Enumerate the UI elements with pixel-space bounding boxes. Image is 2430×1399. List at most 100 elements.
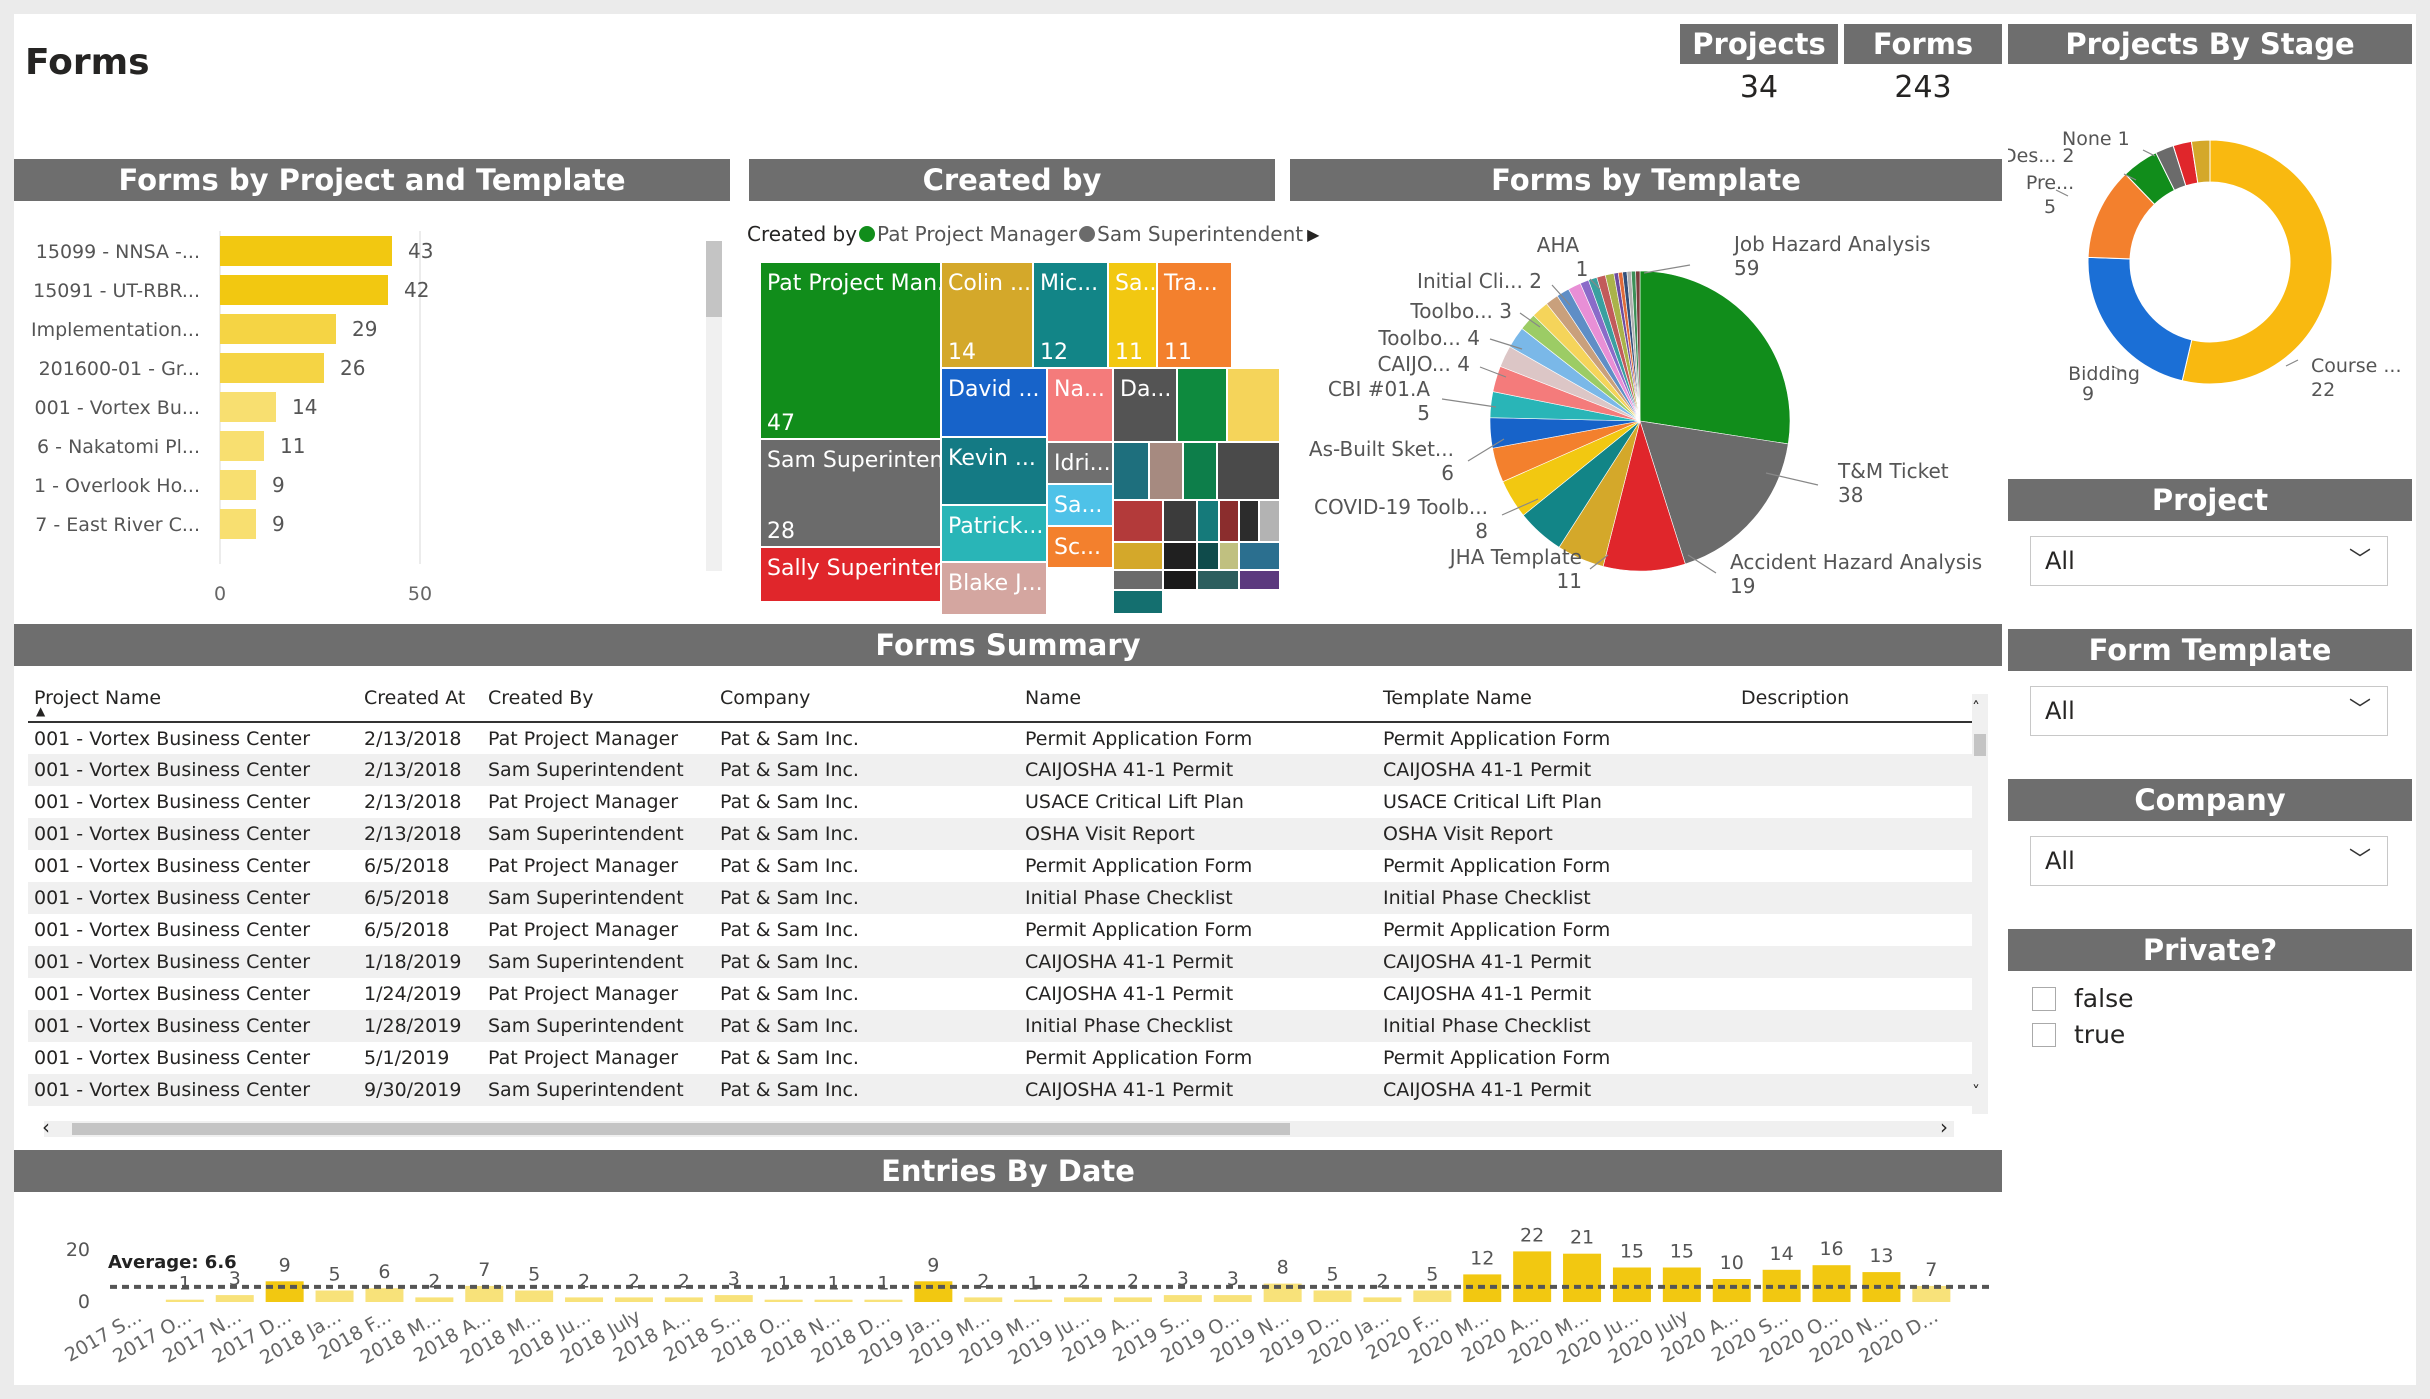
- checkbox[interactable]: [2032, 1022, 2056, 1047]
- scroll-down-icon[interactable]: ˅: [1972, 1082, 1980, 1101]
- entries-data-label: 14: [1770, 1243, 1794, 1265]
- column-header-company[interactable]: Company: [714, 674, 1019, 723]
- table-vertical-scroll-thumb[interactable]: [1974, 734, 1986, 756]
- category-label: 201600-01 - Gr...: [39, 358, 200, 380]
- treemap-cell[interactable]: [1197, 500, 1219, 542]
- treemap-cell[interactable]: [1197, 542, 1219, 570]
- table-row[interactable]: 001 - Vortex Business Center 1/18/2019 Sam…: [28, 946, 1982, 978]
- pie-slice: [1639, 420, 1789, 565]
- treemap-cell[interactable]: Sa... 11: [1108, 262, 1157, 368]
- entries-data-label: 22: [1520, 1224, 1544, 1246]
- scroll-right-icon[interactable]: ›: [1940, 1115, 1948, 1139]
- treemap-cell[interactable]: Sam Superinten... 28: [760, 439, 941, 547]
- table-row[interactable]: 001 - Vortex Business Center 1/24/2019 Pat…: [28, 978, 1982, 1010]
- treemap-cell[interactable]: [1113, 570, 1163, 590]
- treemap-cell[interactable]: [1149, 442, 1183, 500]
- entries-data-label: 2: [1127, 1270, 1139, 1292]
- pie-label-text: Toolbo...: [1377, 326, 1461, 350]
- table-row[interactable]: 001 - Vortex Business Center 6/5/2018 Pat …: [28, 914, 1982, 946]
- column-header-created-by[interactable]: Created By: [482, 674, 714, 723]
- table-horizontal-scroll-thumb[interactable]: [72, 1123, 1290, 1135]
- treemap-cell[interactable]: [1239, 570, 1280, 590]
- treemap-cell[interactable]: Blake J...: [941, 562, 1047, 615]
- leader-line: [2055, 189, 2069, 197]
- treemap-cell[interactable]: Sc...: [1047, 526, 1113, 568]
- pie-label-text: T&M Ticket: [1837, 459, 1949, 483]
- legend-item-sam[interactable]: Sam Superintendent: [1097, 222, 1304, 246]
- treemap-cell-label: Sam Superinten...: [767, 448, 940, 473]
- treemap-cell[interactable]: Patrick...: [941, 505, 1047, 562]
- treemap-cell[interactable]: Sa...: [1047, 484, 1113, 526]
- table-row[interactable]: 001 - Vortex Business Center 1/28/2019 Sam…: [28, 1010, 1982, 1042]
- treemap-cell[interactable]: [1183, 442, 1217, 500]
- treemap-cell[interactable]: [1219, 500, 1239, 542]
- treemap-cell[interactable]: [1113, 500, 1163, 542]
- treemap-cell[interactable]: [1239, 542, 1280, 570]
- cell-created-by: Pat Project Manager: [488, 919, 679, 941]
- column-header-description[interactable]: Description: [1735, 674, 1982, 723]
- column-header-name[interactable]: Name: [1019, 674, 1377, 723]
- table-row[interactable]: 001 - Vortex Business Center 9/30/2019 Sam…: [28, 1074, 1982, 1106]
- treemap-cell[interactable]: Colin ... 14: [941, 262, 1033, 368]
- x-tick-label: 50: [408, 583, 432, 605]
- entries-bar: [964, 1297, 1003, 1302]
- company-dropdown[interactable]: All ﹀: [2030, 836, 2388, 886]
- forms-summary-table: Project Name Created At Created By Compa…: [28, 674, 1982, 1106]
- entries-bar: [265, 1281, 304, 1302]
- scroll-up-icon[interactable]: ˄: [1972, 698, 1980, 717]
- column-header-project-name[interactable]: Project Name: [28, 674, 358, 723]
- treemap-cell[interactable]: [1113, 542, 1163, 570]
- private-option-false[interactable]: false: [2032, 984, 2133, 1013]
- table-row[interactable]: 001 - Vortex Business Center 2/13/2018 Sam…: [28, 818, 1982, 850]
- treemap-cell[interactable]: Sally Superinten...: [760, 547, 941, 602]
- treemap-cell[interactable]: [1163, 500, 1197, 542]
- project-dropdown[interactable]: All ﹀: [2030, 536, 2388, 586]
- table-row[interactable]: 001 - Vortex Business Center 5/1/2019 Pat …: [28, 1042, 1982, 1074]
- treemap-cell[interactable]: Na...: [1047, 368, 1113, 442]
- treemap-cell[interactable]: David ...: [941, 368, 1047, 437]
- treemap-cell[interactable]: Idri...: [1047, 442, 1113, 484]
- treemap-cell[interactable]: [1177, 368, 1227, 442]
- treemap-cell[interactable]: [1113, 590, 1163, 614]
- treemap-cell[interactable]: [1197, 570, 1239, 590]
- entries-bar: [764, 1299, 803, 1302]
- legend-item-pat[interactable]: Pat Project Manager: [877, 222, 1078, 246]
- treemap-cell[interactable]: [1217, 442, 1280, 500]
- cell-name: Permit Application Form: [1025, 855, 1253, 877]
- treemap-cell[interactable]: Tra... 11: [1157, 262, 1232, 368]
- scroll-left-icon[interactable]: ‹: [42, 1115, 50, 1139]
- forms-by-project-chart[interactable]: 0 50 15099 - NNSA -... 43 15091 - UT-RBR... 4…: [14, 209, 730, 609]
- form-template-dropdown[interactable]: All ﹀: [2030, 686, 2388, 736]
- treemap-cell[interactable]: [1113, 442, 1149, 500]
- treemap-cell[interactable]: [1239, 500, 1259, 542]
- treemap-cell[interactable]: [1163, 542, 1197, 570]
- treemap-cell[interactable]: [1219, 542, 1239, 570]
- treemap-cell[interactable]: Pat Project Man... 47: [760, 262, 941, 439]
- table-row[interactable]: 001 - Vortex Business Center 2/13/2018 Pat…: [28, 722, 1982, 754]
- cell-project-name: 001 - Vortex Business Center: [28, 1010, 358, 1042]
- treemap-cell[interactable]: Mic... 12: [1033, 262, 1108, 368]
- donut-label-value: 22: [2311, 379, 2335, 401]
- private-option-true[interactable]: true: [2032, 1020, 2125, 1049]
- treemap-cell[interactable]: Kevin ...: [941, 437, 1047, 505]
- y-tick-label: 0: [78, 1291, 90, 1313]
- checkbox[interactable]: [2032, 986, 2056, 1011]
- legend-next-arrow-icon[interactable]: ▶: [1307, 224, 1320, 244]
- table-row[interactable]: 001 - Vortex Business Center 6/5/2018 Sam …: [28, 882, 1982, 914]
- treemap-cell[interactable]: [1227, 368, 1280, 442]
- table-row[interactable]: 001 - Vortex Business Center 6/5/2018 Pat …: [28, 850, 1982, 882]
- treemap-cell[interactable]: [1259, 500, 1280, 542]
- chevron-down-icon: ﹀: [2348, 548, 2371, 573]
- column-header-template-name[interactable]: Template Name: [1377, 674, 1735, 723]
- treemap-cell[interactable]: [1163, 570, 1197, 590]
- treemap-cell[interactable]: Da...: [1113, 368, 1177, 442]
- pie-chart-title: Forms by Template: [1290, 159, 2002, 201]
- column-header-created-at[interactable]: Created At: [358, 674, 482, 723]
- table-vertical-scrollbar[interactable]: [1972, 694, 1988, 1114]
- table-row[interactable]: 001 - Vortex Business Center 2/13/2018 Sam…: [28, 754, 1982, 786]
- table-row[interactable]: 001 - Vortex Business Center 2/13/2018 Pat…: [28, 786, 1982, 818]
